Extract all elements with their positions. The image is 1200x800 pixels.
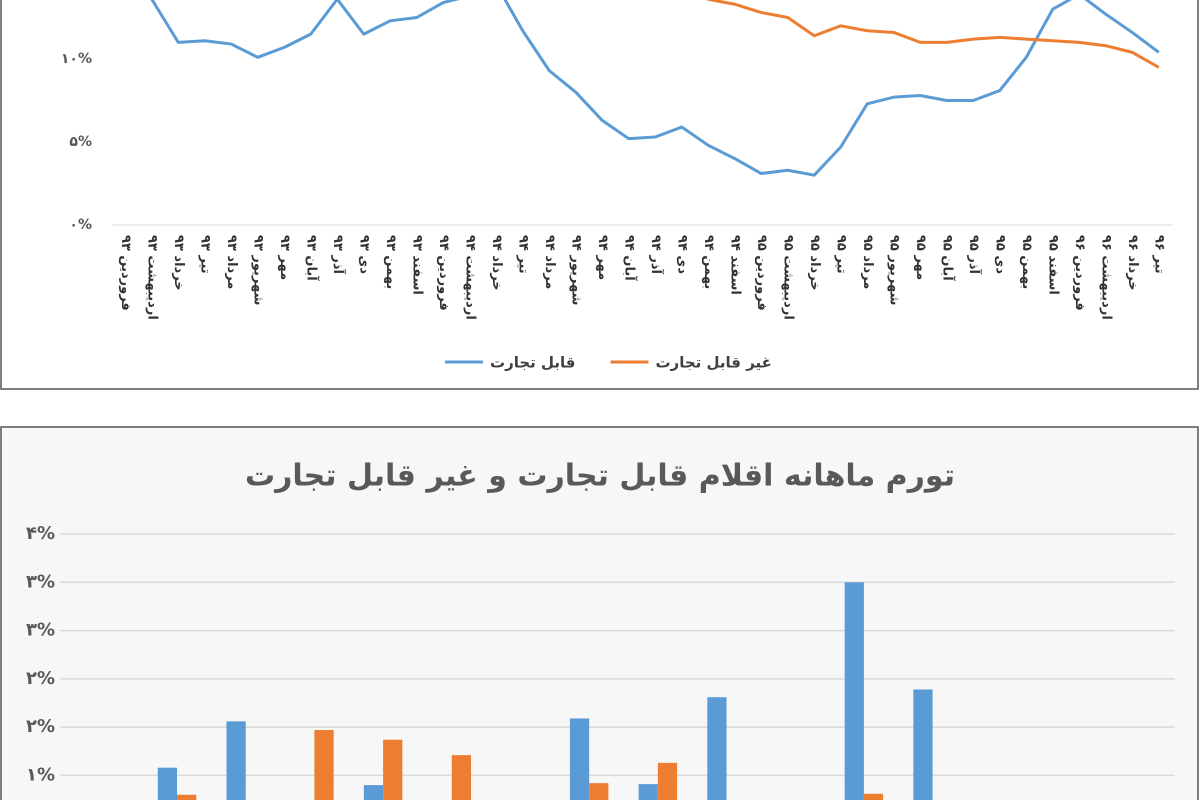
y-tick-label: ۴% [26, 523, 55, 544]
x-tick-label: مرداد ۹۵ [860, 235, 875, 289]
bar [707, 697, 727, 800]
x-tick-label: فروردین ۹۶ [1072, 235, 1087, 311]
bar [226, 721, 246, 800]
y-tick-label: ۰% [69, 217, 92, 233]
x-tick-label: اردیبهشت ۹۶ [1098, 235, 1113, 320]
x-tick-label: خرداد ۹۵ [807, 235, 822, 291]
x-tick-label: اردیبهشت ۹۵ [780, 235, 795, 320]
x-tick-label: مرداد ۹۴ [542, 235, 557, 289]
legend-label: غیر قابل تجارت [655, 354, 771, 372]
x-tick-label: آذر ۹۵ [966, 235, 983, 275]
x-tick-label: شهریور ۹۳ [250, 235, 265, 305]
bar [844, 582, 864, 800]
x-tick-label: شهریور ۹۴ [568, 235, 583, 305]
x-tick-label: آبان ۹۴ [621, 235, 638, 281]
legend-label: قابل تجارت [490, 354, 575, 372]
bar [363, 785, 384, 800]
x-tick-label: مهر ۹۴ [595, 235, 610, 280]
bar [638, 784, 658, 800]
y-tick-label: ۳% [26, 571, 55, 592]
x-tick-label: خرداد ۹۶ [1125, 235, 1140, 291]
line-series [150, 0, 1160, 177]
bar [657, 762, 678, 800]
x-tick-label: اردیبهشت ۹۴ [462, 235, 477, 320]
y-tick-label: ۲% [26, 668, 55, 689]
bottom-chart-frame [0, 426, 1199, 800]
chart-title: تورم ماهانه اقلام قابل تجارت و غیر قابل … [245, 459, 955, 494]
x-tick-label: فروردین ۹۴ [436, 235, 451, 311]
bar [589, 783, 609, 800]
bar [569, 718, 590, 800]
x-tick-label: تیر ۹۳ [197, 235, 212, 274]
x-tick-label: آذر ۹۴ [648, 235, 665, 275]
x-tick-label: اردیبهشت ۹۳ [144, 235, 159, 320]
y-tick-label: ۳% [26, 620, 55, 641]
x-tick-label: تیر ۹۵ [833, 235, 848, 274]
y-tick-label: ۱% [26, 764, 55, 785]
bar [157, 767, 178, 800]
x-tick-label: تیر ۹۶ [1151, 235, 1166, 274]
x-tick-label: اسفند ۹۴ [727, 235, 742, 295]
top-chart-frame [0, 0, 1199, 390]
x-tick-label: بهمن ۹۳ [383, 235, 398, 289]
x-tick-label: آذر ۹۳ [330, 235, 347, 275]
x-tick-label: مهر ۹۵ [913, 235, 928, 280]
x-tick-label: دی ۹۳ [356, 235, 371, 274]
x-tick-label: تیر ۹۴ [515, 235, 530, 274]
x-tick-label: مرداد ۹۳ [224, 235, 239, 289]
x-tick-label: فروردین ۹۵ [754, 235, 769, 311]
bar [177, 794, 197, 800]
y-tick-label: ۲% [26, 716, 55, 737]
bar [451, 755, 472, 800]
y-tick-label: ۱۰% [61, 51, 92, 67]
line-series [706, 0, 1160, 69]
x-tick-label: دی ۹۵ [992, 235, 1007, 274]
x-tick-label: آبان ۹۳ [303, 235, 320, 281]
x-tick-label: اسفند ۹۳ [409, 235, 424, 295]
bar [913, 689, 933, 800]
bar [314, 730, 334, 800]
bar [863, 793, 884, 800]
x-tick-label: شهریور ۹۵ [886, 235, 901, 305]
x-tick-label: دی ۹۴ [674, 235, 689, 274]
y-tick-label: ۵% [69, 134, 92, 150]
x-tick-label: مهر ۹۳ [277, 235, 292, 280]
x-tick-label: بهمن ۹۵ [1019, 235, 1034, 289]
x-tick-label: فروردین ۹۳ [118, 235, 133, 311]
x-tick-label: آبان ۹۵ [939, 235, 956, 281]
x-tick-label: خرداد ۹۴ [489, 235, 504, 291]
x-tick-label: بهمن ۹۴ [701, 235, 716, 289]
bar [383, 739, 403, 800]
x-tick-label: خرداد ۹۳ [171, 235, 186, 291]
x-tick-label: اسفند ۹۵ [1045, 235, 1060, 295]
